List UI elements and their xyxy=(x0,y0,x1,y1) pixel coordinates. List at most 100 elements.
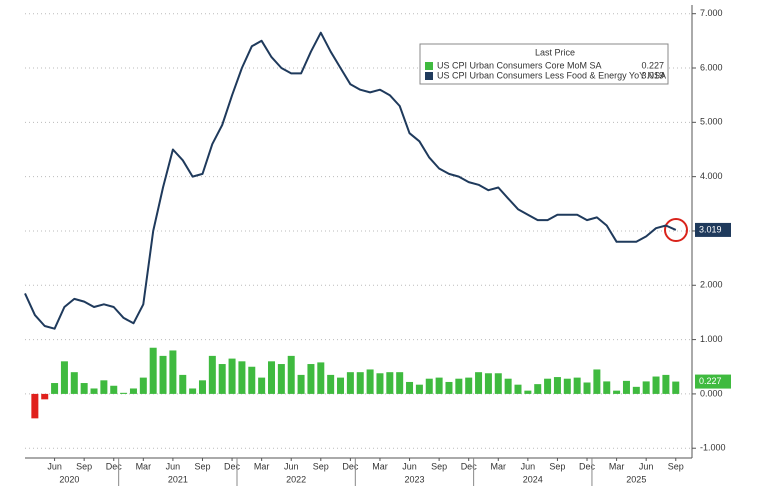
y-tick-label: 1.000 xyxy=(700,334,723,344)
year-label: 2025 xyxy=(626,474,646,484)
line xyxy=(24,31,677,330)
bar xyxy=(563,378,571,394)
bar xyxy=(583,382,591,394)
bar xyxy=(484,373,492,394)
bar xyxy=(120,392,128,394)
bar xyxy=(415,384,423,394)
bar xyxy=(346,372,354,394)
bar xyxy=(622,380,630,394)
bar xyxy=(337,377,345,394)
bar xyxy=(60,361,68,394)
bar xyxy=(159,355,167,394)
bar xyxy=(613,390,621,394)
x-tick-label: Jun xyxy=(47,461,62,471)
legend: Last Price xyxy=(419,43,669,85)
legend-value: 0.227 xyxy=(641,60,664,70)
bar xyxy=(31,393,39,419)
x-tick-label: Dec xyxy=(342,461,359,471)
bar xyxy=(287,355,295,394)
legend-swatch xyxy=(425,62,433,70)
y-tick-label: 4.000 xyxy=(700,171,723,181)
bar xyxy=(248,366,256,394)
bar xyxy=(632,386,640,394)
x-tick-label: Dec xyxy=(579,461,596,471)
value-tag xyxy=(695,222,731,237)
x-tick-label: Mar xyxy=(254,461,270,471)
bar xyxy=(603,381,611,394)
y-tick-label: 7.000 xyxy=(700,8,723,18)
value-tag-label: 0.227 xyxy=(699,376,722,386)
bar xyxy=(327,374,335,394)
year-label: 2022 xyxy=(286,474,306,484)
x-tick-label: Jun xyxy=(521,461,536,471)
x-tick-label: Dec xyxy=(224,461,241,471)
y-tick-label: 6.000 xyxy=(700,62,723,72)
bar xyxy=(544,378,552,394)
bar xyxy=(100,380,108,394)
year-label: 2020 xyxy=(59,474,79,484)
bar xyxy=(258,377,266,394)
bar xyxy=(406,381,414,394)
y-tick-label: 2.000 xyxy=(700,280,723,290)
legend-swatch xyxy=(425,72,433,80)
x-tick-label: Mar xyxy=(491,461,507,471)
legend-label: US CPI Urban Consumers Less Food & Energ… xyxy=(437,70,666,80)
value-tag-label: 3.019 xyxy=(699,224,722,234)
x-tick-label: Mar xyxy=(609,461,625,471)
bar xyxy=(553,377,561,394)
bar xyxy=(445,381,453,394)
value-tag xyxy=(695,374,731,389)
year-label: 2024 xyxy=(523,474,543,484)
bar xyxy=(90,388,98,394)
bar xyxy=(307,364,315,394)
bar xyxy=(672,381,680,394)
bar xyxy=(218,364,226,394)
bar xyxy=(139,377,147,394)
y-tick-label: -1.000 xyxy=(700,443,726,453)
bar xyxy=(70,372,78,394)
x-tick-label: Jun xyxy=(402,461,417,471)
x-tick-label: Sep xyxy=(76,461,92,471)
legend-box xyxy=(419,43,669,85)
bar xyxy=(504,378,512,394)
bar xyxy=(149,347,157,394)
bar xyxy=(524,390,532,394)
x-tick-label: Jun xyxy=(166,461,181,471)
bar xyxy=(356,372,364,394)
bar xyxy=(573,377,581,394)
bar xyxy=(189,388,197,394)
bar xyxy=(208,355,216,394)
bar xyxy=(268,361,275,394)
bar xyxy=(366,369,374,394)
bar xyxy=(129,388,137,394)
bar xyxy=(198,380,206,394)
x-tick-label: Sep xyxy=(313,461,329,471)
bar xyxy=(435,377,443,394)
bar xyxy=(376,373,384,394)
bar xyxy=(228,358,236,394)
x-tick-label: Dec xyxy=(461,461,478,471)
bar xyxy=(169,350,177,394)
bar xyxy=(642,381,650,394)
x-tick-label: Mar xyxy=(136,461,152,471)
year-label: 2021 xyxy=(168,474,188,484)
x-tick-label: Sep xyxy=(549,461,565,471)
y-tick-label: 5.000 xyxy=(700,117,723,127)
bar xyxy=(51,383,59,394)
bar xyxy=(662,374,670,394)
x-tick-label: Sep xyxy=(431,461,447,471)
legend-label: US CPI Urban Consumers Core MoM SA xyxy=(437,60,602,70)
x-tick-label: Sep xyxy=(194,461,210,471)
x-tick-label: Dec xyxy=(106,461,123,471)
bar xyxy=(593,369,601,394)
bar xyxy=(475,372,483,394)
bar xyxy=(297,374,305,394)
bar xyxy=(80,383,88,394)
bar xyxy=(386,372,394,394)
x-tick-label: Jun xyxy=(284,461,299,471)
bar xyxy=(317,362,325,394)
bar xyxy=(238,361,246,394)
bar xyxy=(465,377,473,394)
x-tick-label: Mar xyxy=(372,461,388,471)
